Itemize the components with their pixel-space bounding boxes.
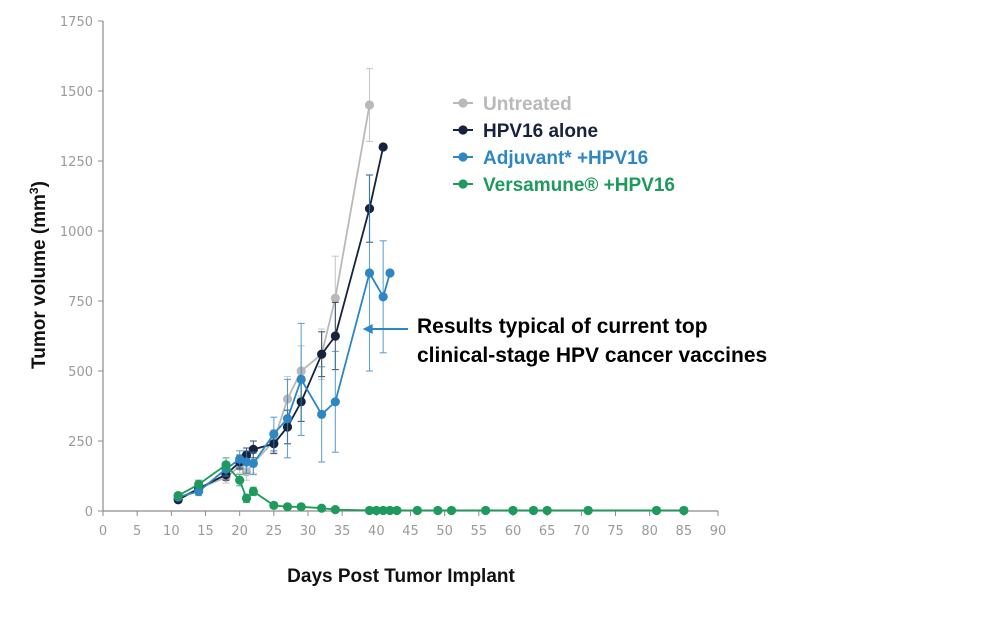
x-tick-label: 25: [266, 524, 283, 539]
data-point: [508, 505, 518, 516]
data-point: [330, 331, 340, 341]
x-tick-label: 5: [133, 524, 141, 539]
y-tick-label: 1500: [60, 85, 93, 100]
data-point: [651, 505, 662, 516]
data-point: [248, 458, 258, 468]
x-tick-label: 70: [573, 524, 590, 539]
data-point: [282, 502, 293, 512]
x-tick-label: 80: [641, 524, 658, 539]
data-point: [296, 374, 306, 384]
series-layer: [173, 68, 689, 516]
data-point: [221, 460, 231, 470]
data-point: [378, 142, 388, 152]
data-point: [481, 505, 491, 516]
data-point: [364, 100, 375, 110]
data-point: [330, 293, 340, 303]
x-tick-label: 15: [197, 524, 214, 539]
annotation-text-line-2: clinical-stage HPV cancer vaccines: [417, 344, 767, 367]
x-axis-ticks: 0 5 10 15 20 25 30 35 40 45 50 55 60 65 70 75 80 85 90: [99, 511, 726, 539]
y-axis-title-suffix: ): [29, 181, 50, 187]
annotation: Results typical of current top clinical-…: [362, 315, 767, 367]
data-point: [173, 491, 183, 501]
legend-marker: [458, 98, 468, 108]
data-point: [371, 505, 381, 516]
y-axis-title: Tumor volume (mm3): [27, 181, 50, 369]
x-tick-label: 20: [231, 524, 248, 539]
data-point: [317, 503, 327, 513]
data-point: [378, 292, 388, 302]
x-tick-label: 65: [539, 524, 556, 539]
data-point: [317, 349, 327, 359]
y-tick-label: 250: [68, 435, 93, 450]
data-point: [282, 414, 293, 424]
data-point: [433, 505, 443, 516]
x-axis-title: Days Post Tumor Implant: [287, 566, 515, 587]
y-tick-label: 1750: [60, 15, 93, 30]
annotation-arrow-head: [362, 324, 373, 334]
data-point: [269, 429, 279, 439]
data-point: [446, 505, 457, 516]
x-tick-label: 30: [300, 524, 317, 539]
annotation-text-line-1: Results typical of current top: [417, 315, 708, 338]
y-axis-ticks: 0 250 500 750 1000 1250 1500 1750: [60, 15, 103, 520]
data-point: [542, 505, 552, 516]
legend-item: Adjuvant* +HPV16: [453, 148, 648, 169]
data-point: [528, 505, 539, 516]
y-tick-label: 750: [68, 295, 93, 310]
x-tick-label: 0: [99, 524, 107, 539]
data-point: [330, 505, 340, 515]
data-point: [241, 493, 252, 503]
data-point: [235, 475, 245, 485]
legend-item: Untreated: [453, 94, 572, 115]
data-point: [583, 505, 593, 516]
x-tick-label: 35: [334, 524, 351, 539]
data-point: [392, 505, 402, 516]
y-tick-label: 1000: [60, 225, 93, 240]
legend: Untreated HPV16 alone Adjuvant* +HPV16 Vers…: [453, 94, 675, 196]
series-3: [173, 457, 689, 516]
legend-marker: [458, 179, 468, 189]
data-point: [241, 457, 252, 467]
x-tick-label: 55: [471, 524, 488, 539]
data-point: [269, 500, 279, 510]
data-point: [364, 268, 375, 278]
data-point: [330, 397, 340, 407]
y-axis-title-superscript: 3: [27, 187, 41, 194]
data-point: [296, 502, 306, 512]
data-point: [679, 505, 689, 516]
y-axis-title-main: Tumor volume (mm: [29, 194, 50, 369]
legend-label: HPV16 alone: [483, 121, 598, 142]
x-tick-label: 60: [505, 524, 522, 539]
data-point: [248, 486, 258, 496]
x-tick-label: 50: [436, 524, 453, 539]
x-tick-label: 85: [676, 524, 693, 539]
series-2: [173, 174, 395, 502]
x-tick-label: 10: [163, 524, 180, 539]
x-tick-label: 45: [402, 524, 419, 539]
legend-label: Untreated: [483, 94, 572, 115]
x-tick-label: 75: [607, 524, 624, 539]
legend-label: Versamune® +HPV16: [483, 175, 675, 196]
data-point: [378, 505, 388, 516]
x-tick-label: 40: [368, 524, 385, 539]
legend-item: HPV16 alone: [453, 121, 598, 142]
data-point: [385, 505, 395, 516]
axes: 0 5 10 15 20 25 30 35 40 45 50 55 60 65 70 75 80 85 90 0 25…: [60, 15, 726, 539]
data-point: [194, 479, 204, 489]
data-point: [412, 505, 422, 516]
legend-item: Versamune® +HPV16: [453, 175, 675, 196]
data-point: [317, 409, 327, 419]
legend-marker: [458, 125, 468, 135]
y-tick-label: 500: [68, 365, 93, 380]
legend-label: Adjuvant* +HPV16: [483, 148, 648, 169]
y-tick-label: 0: [85, 505, 93, 520]
series-line: [177, 270, 391, 498]
legend-marker: [458, 152, 468, 162]
y-tick-label: 1250: [60, 155, 93, 170]
x-tick-label: 90: [710, 524, 727, 539]
data-point: [364, 505, 375, 516]
data-point: [385, 268, 395, 278]
series-line: [177, 104, 371, 500]
